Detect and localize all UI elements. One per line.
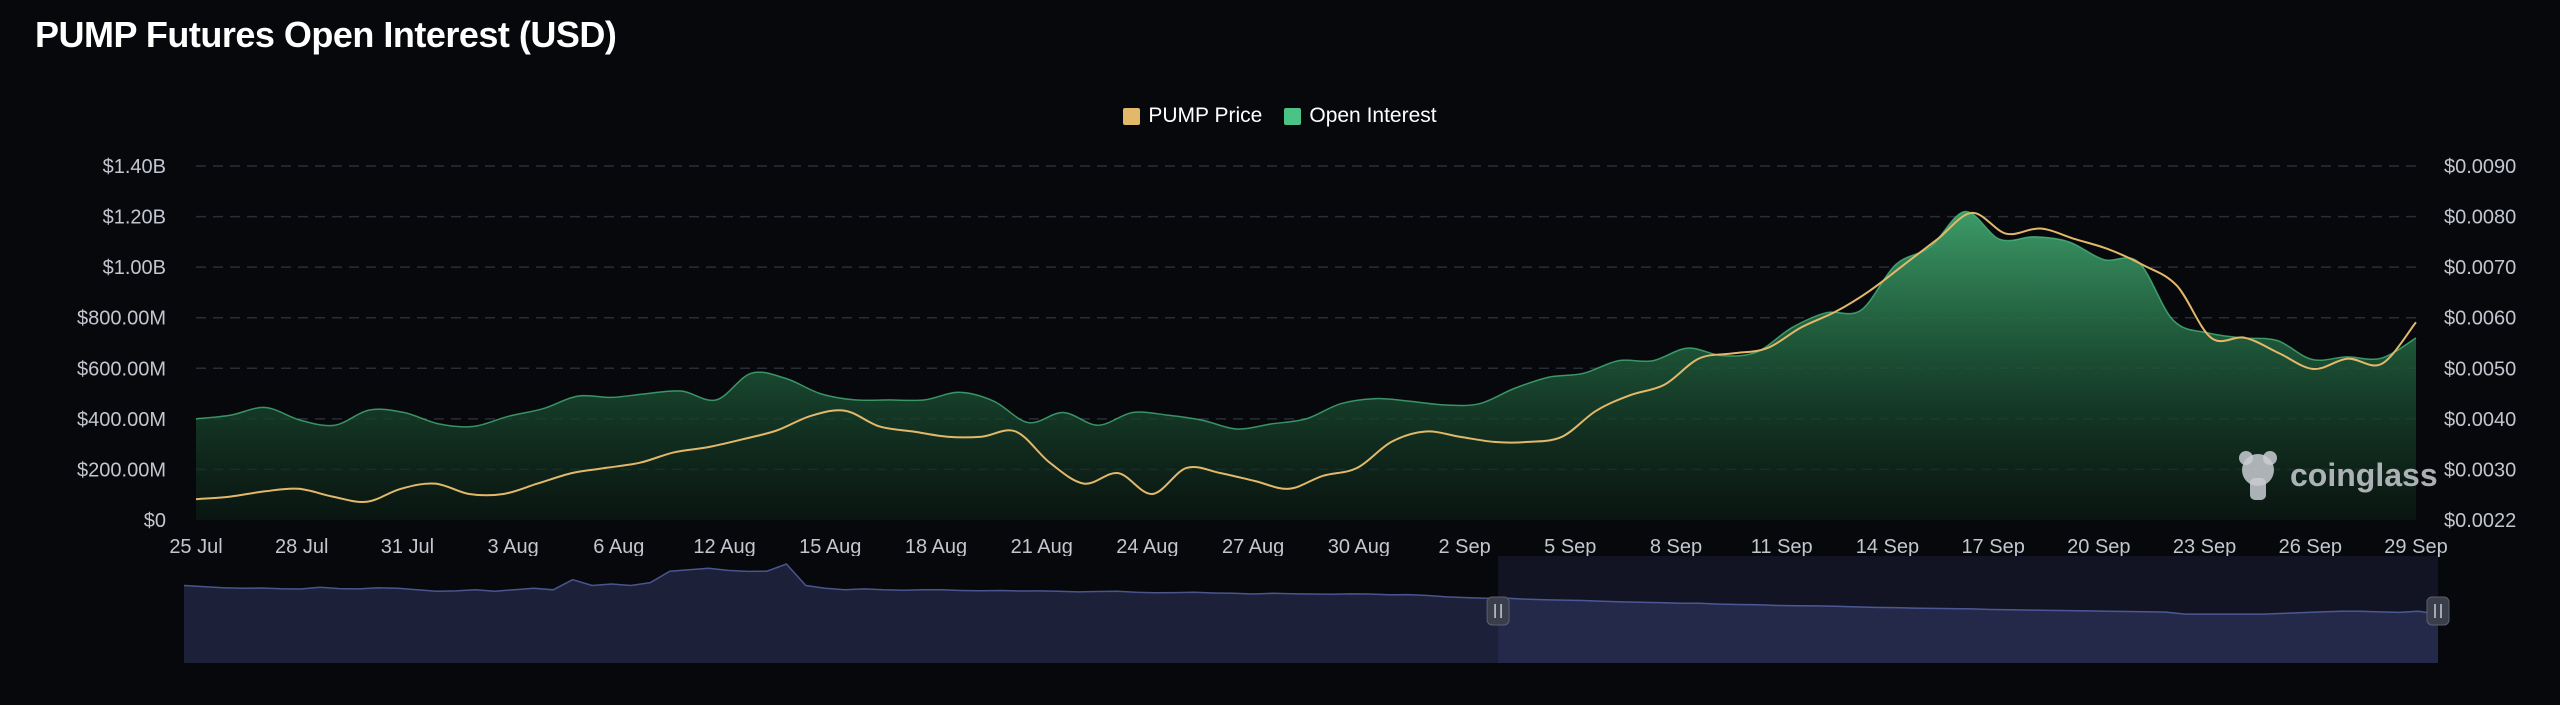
legend-label-price: PUMP Price	[1148, 104, 1263, 127]
x-tick-label: 15 Aug	[799, 536, 861, 558]
legend-item-price[interactable]: PUMP Price	[1123, 104, 1262, 128]
logo-body	[2250, 478, 2266, 500]
pump-price-line[interactable]	[195, 211, 2417, 504]
logo-ear-right	[2263, 451, 2277, 465]
y-right-tick-label: $0.0060	[2444, 308, 2516, 330]
y-right-tick-label: $0.0080	[2444, 207, 2516, 229]
y-right-tick-label: $0.0070	[2444, 257, 2516, 279]
page-title: PUMP Futures Open Interest (USD)	[35, 14, 617, 55]
price-swatch	[1123, 107, 1141, 125]
x-tick-label: 12 Aug	[693, 536, 755, 558]
y-left-tick-label: $200.00M	[77, 459, 166, 481]
watermark-text: coinglass	[2290, 457, 2438, 493]
y-left-tick-label: $800.00M	[77, 308, 166, 330]
logo-ear-left	[2239, 451, 2253, 465]
x-tick-label: 26 Sep	[2279, 536, 2342, 558]
open-interest-line[interactable]	[195, 210, 2417, 430]
x-tick-label: 20 Sep	[2067, 536, 2130, 558]
y-left-tick-label: $600.00M	[77, 358, 166, 380]
y-left-tick-label: $1.20B	[103, 207, 166, 229]
handle-grip-icon	[1486, 596, 1510, 626]
navigator-area	[184, 564, 2438, 663]
x-tick-label: 30 Aug	[1328, 536, 1390, 558]
y-right-tick-label: $0.0022	[2444, 510, 2516, 532]
legend-label-oi: Open Interest	[1309, 104, 1437, 127]
x-tick-label: 31 Jul	[381, 536, 434, 558]
navigator-line	[183, 563, 2439, 615]
x-tick-label: 18 Aug	[905, 536, 967, 558]
navigator-selection[interactable]	[1498, 556, 2438, 663]
x-tick-label: 17 Sep	[1961, 536, 2024, 558]
y-right-tick-label: $0.0030	[2444, 459, 2516, 481]
y-right-tick-label: $0.0050	[2444, 358, 2516, 380]
x-tick-label: 25 Jul	[169, 536, 222, 558]
legend-item-oi[interactable]: Open Interest	[1284, 104, 1437, 128]
y-left-tick-label: $1.40B	[103, 156, 166, 178]
y-right-tick-label: $0.0040	[2444, 409, 2516, 431]
x-tick-label: 5 Sep	[1544, 536, 1596, 558]
x-tick-label: 11 Sep	[1751, 536, 1813, 558]
y-left-tick-label: $1.00B	[103, 257, 166, 279]
x-tick-label: 2 Sep	[1438, 536, 1490, 558]
x-tick-label: 24 Aug	[1116, 536, 1178, 558]
oi-swatch	[1284, 107, 1302, 125]
x-tick-label: 3 Aug	[488, 536, 539, 558]
handle-grip-icon	[2426, 596, 2450, 626]
coinglass-logo-icon	[2239, 451, 2277, 500]
x-tick-label: 14 Sep	[1856, 536, 1919, 558]
x-tick-label: 8 Sep	[1650, 536, 1702, 558]
navigator-handle-left[interactable]	[1486, 596, 1510, 626]
x-tick-label: 27 Aug	[1222, 536, 1284, 558]
x-tick-label: 29 Sep	[2384, 536, 2447, 558]
open-interest-area[interactable]	[196, 211, 2416, 520]
navigator-handle-right[interactable]	[2426, 596, 2450, 626]
x-tick-label: 23 Sep	[2173, 536, 2236, 558]
y-left-tick-label: $400.00M	[77, 409, 166, 431]
x-tick-label: 21 Aug	[1011, 536, 1073, 558]
y-left-tick-label: $0	[144, 510, 166, 532]
coinglass-watermark: coinglass	[2239, 451, 2438, 500]
legend: PUMP Price Open Interest	[0, 104, 2560, 128]
y-right-tick-label: $0.0090	[2444, 156, 2516, 178]
x-tick-label: 28 Jul	[275, 536, 328, 558]
x-tick-label: 6 Aug	[593, 536, 644, 558]
